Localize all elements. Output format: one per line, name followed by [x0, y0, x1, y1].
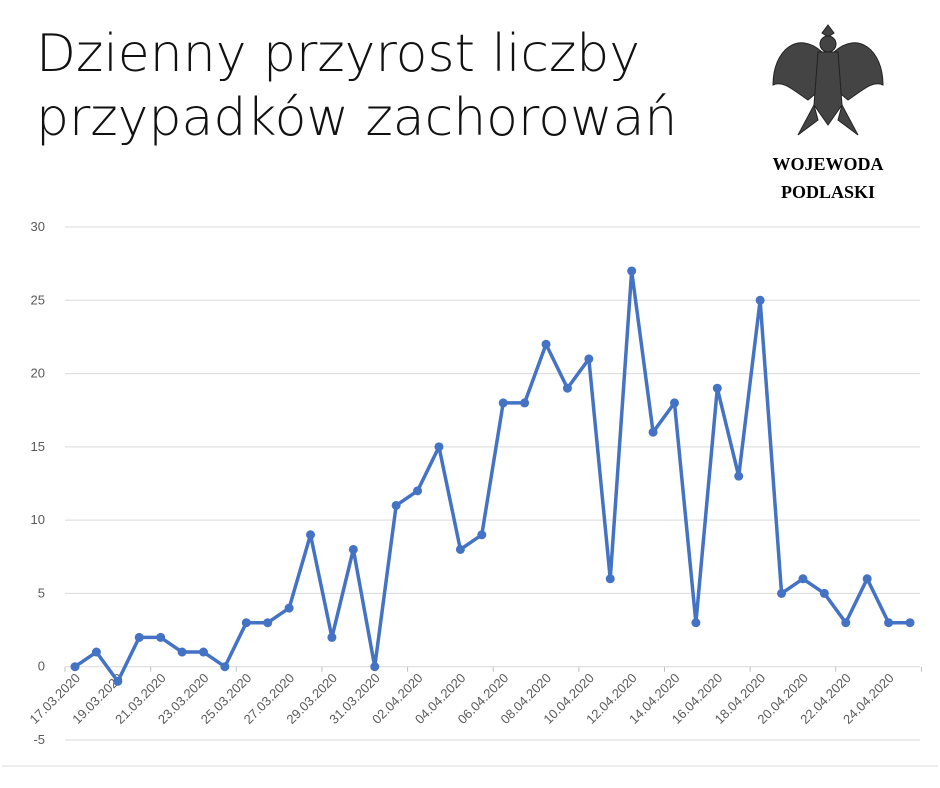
data-point [134, 632, 144, 642]
data-point [477, 530, 487, 540]
data-point [198, 647, 208, 657]
y-tick-label: 15 [31, 439, 45, 454]
data-point [798, 574, 808, 584]
y-tick-label: 25 [31, 292, 45, 307]
data-point [370, 662, 380, 672]
data-line [74, 269, 910, 684]
eagle-logo [772, 24, 884, 136]
data-point [862, 574, 872, 584]
data-point [220, 662, 230, 672]
data-point [755, 295, 765, 305]
data-point [841, 618, 851, 628]
data-point [455, 544, 465, 554]
data-point [263, 618, 273, 628]
title: Dzienny przyrost liczby przypadków zacho… [36, 24, 678, 148]
data-point [584, 354, 594, 364]
data-point [562, 383, 572, 393]
data-point [520, 398, 530, 408]
data-point [391, 500, 401, 510]
data-point [177, 647, 187, 657]
data-point [156, 632, 166, 642]
data-point [648, 427, 658, 437]
data-point [434, 442, 444, 452]
data-point [306, 530, 316, 540]
data-point [541, 339, 551, 349]
data-point [91, 647, 101, 657]
data-point [605, 574, 615, 584]
y-tick-label: 30 [31, 219, 45, 234]
data-point [777, 588, 787, 598]
logo-text: PODLASKI [781, 182, 875, 202]
y-tick-label: 10 [31, 512, 45, 527]
data-point [734, 471, 744, 481]
data-point [905, 618, 915, 628]
data-point [413, 486, 423, 496]
data-point [669, 398, 679, 408]
data-point [241, 618, 251, 628]
y-tick-label: 5 [38, 585, 45, 600]
logo-text: WOJEWODA [772, 154, 883, 174]
data-point [691, 618, 701, 628]
data-point [819, 588, 829, 598]
data-point [327, 632, 337, 642]
data-point [284, 603, 294, 613]
y-tick-label: 0 [38, 659, 45, 674]
data-point [348, 544, 358, 554]
data-point [627, 266, 637, 276]
data-point [113, 676, 123, 686]
y-tick-label: 20 [31, 366, 45, 381]
data-point [498, 398, 508, 408]
data-point [70, 662, 80, 672]
y-tick-label: -5 [33, 732, 45, 747]
data-point [712, 383, 722, 393]
data-point [884, 618, 894, 628]
